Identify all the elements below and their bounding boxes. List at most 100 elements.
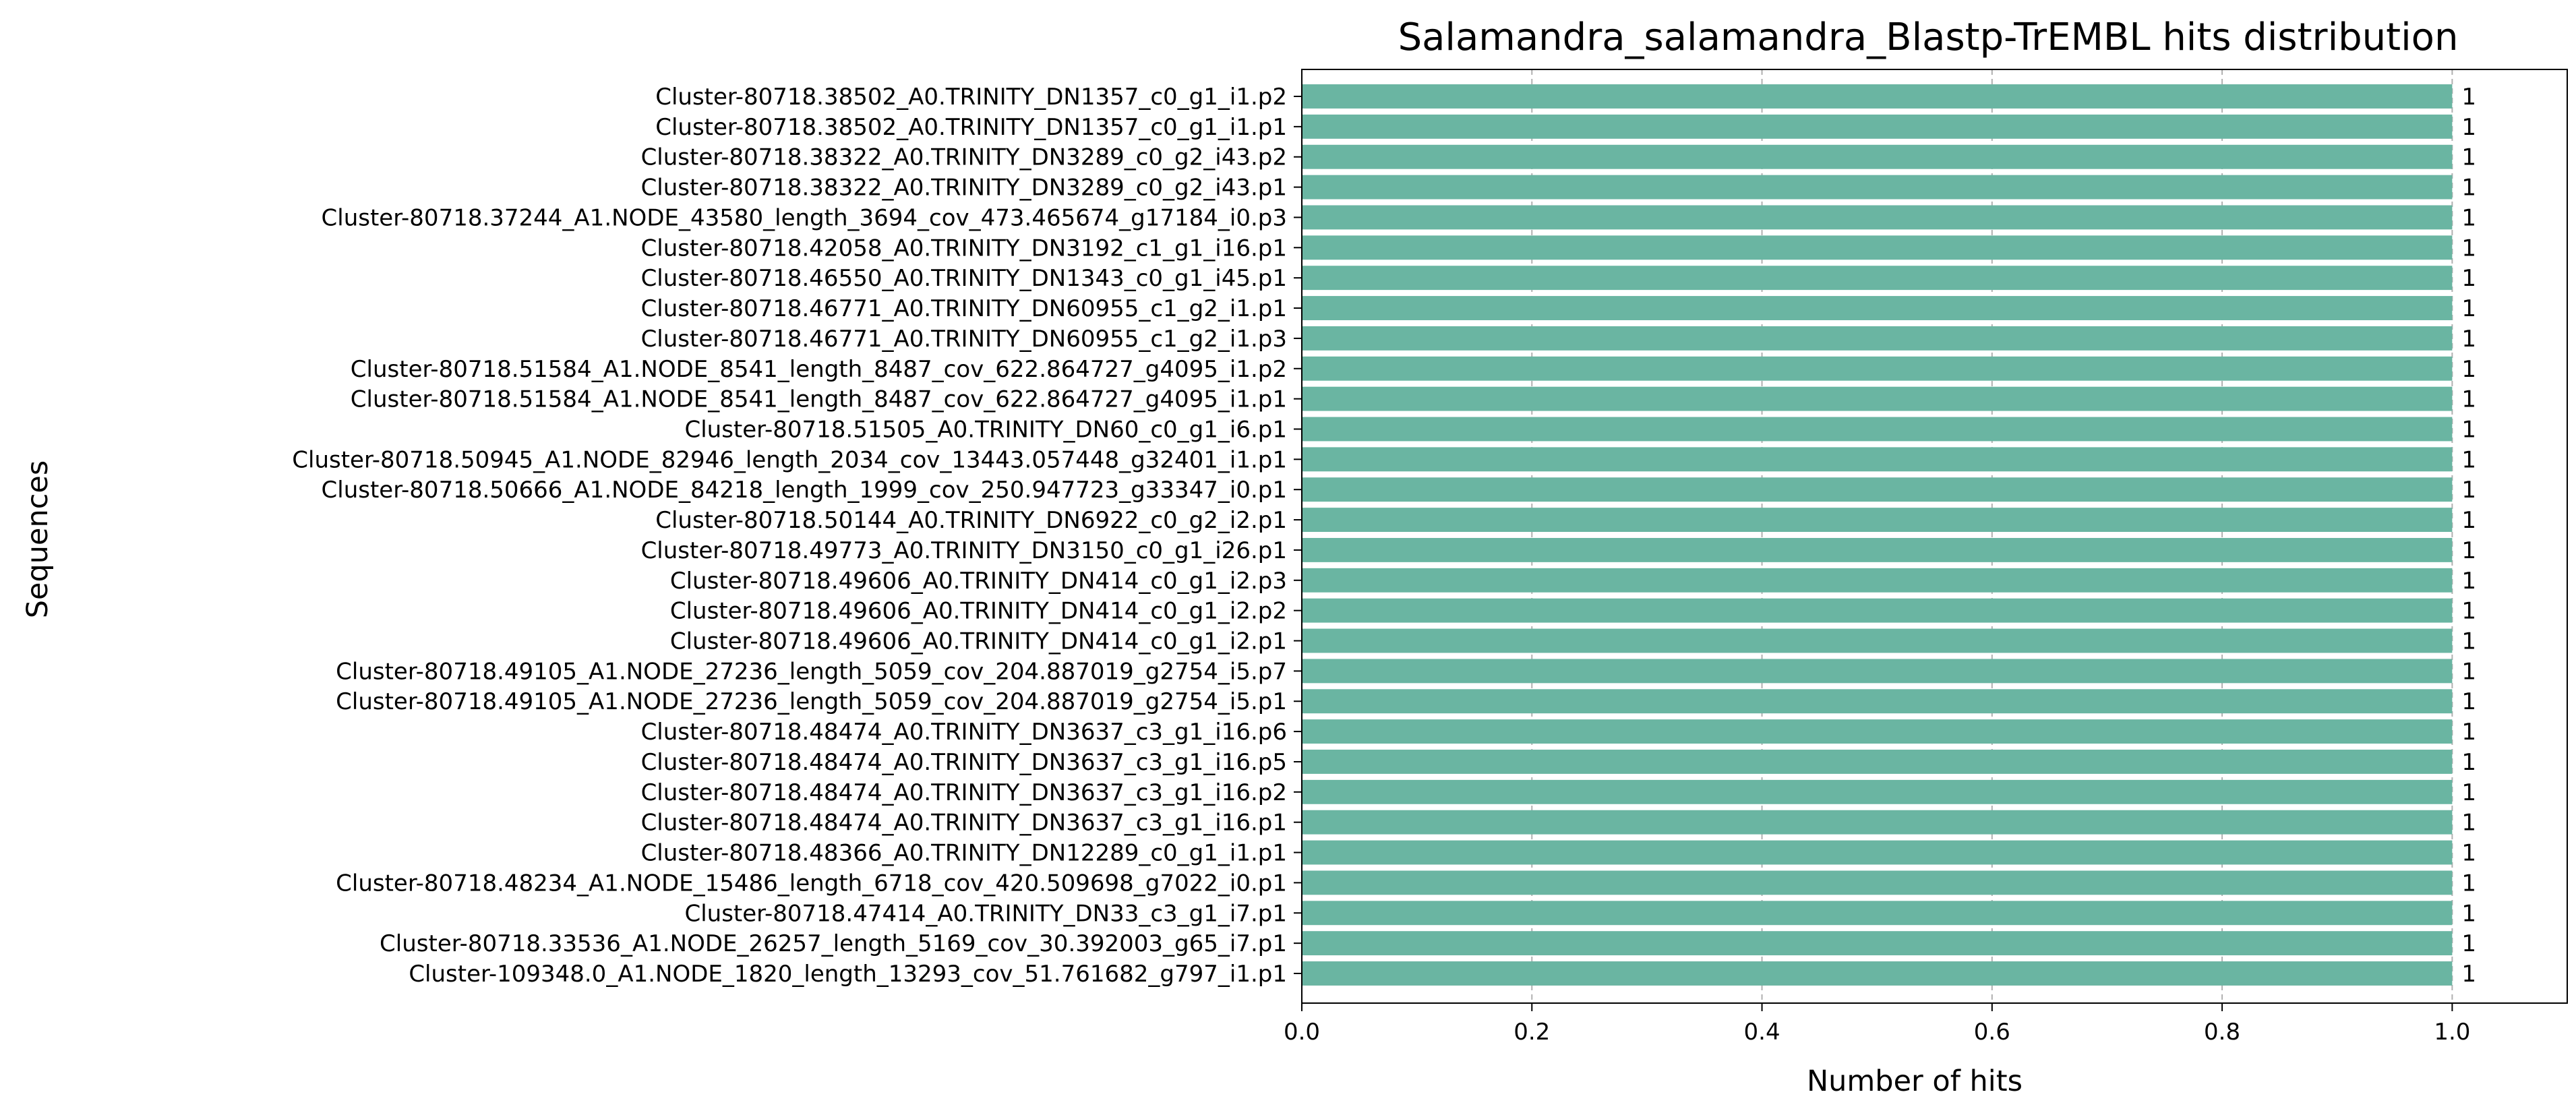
x-tick-label: 0.6 [1974,1019,2010,1046]
category-label: Cluster-80718.48474_A0.TRINITY_DN3637_c3… [641,810,1287,837]
bar [1302,750,2453,774]
bar-value-label: 1 [2461,840,2476,867]
bar-value-label: 1 [2461,870,2476,897]
bar-value-label: 1 [2461,537,2476,564]
bar-value-label: 1 [2461,961,2476,988]
bar-value-label: 1 [2461,235,2476,262]
plot-border [1301,69,2568,1004]
bar [1302,477,2453,502]
bar [1302,779,2453,804]
category-label: Cluster-80718.51584_A1.NODE_8541_length_… [351,356,1287,383]
bar [1302,296,2453,320]
bar-value-label: 1 [2461,446,2476,473]
bar-value-label: 1 [2461,568,2476,595]
bar [1302,114,2453,139]
bar-value-label: 1 [2461,688,2476,715]
x-tick-label: 0.4 [1744,1019,1780,1046]
bar-value-label: 1 [2461,749,2476,776]
bar [1302,689,2453,714]
bar [1302,568,2453,593]
category-label: Cluster-80718.50666_A1.NODE_84218_length… [322,477,1287,504]
x-tick-label: 0.0 [1284,1019,1320,1046]
category-label: Cluster-80718.49105_A1.NODE_27236_length… [336,658,1287,685]
bar-value-label: 1 [2461,386,2476,413]
bar [1302,961,2453,986]
bar [1302,840,2453,865]
category-label: Cluster-80718.47414_A0.TRINITY_DN33_c3_g… [684,900,1287,927]
bar [1302,870,2453,895]
category-label: Cluster-80718.38322_A0.TRINITY_DN3289_c0… [641,175,1287,202]
bar [1302,235,2453,260]
bar [1302,659,2453,684]
category-label: Cluster-80718.48474_A0.TRINITY_DN3637_c3… [641,749,1287,776]
bar-value-label: 1 [2461,779,2476,806]
bar [1302,810,2453,835]
category-label: Cluster-80718.33536_A1.NODE_26257_length… [380,930,1287,957]
bar [1302,175,2453,200]
bar-value-label: 1 [2461,144,2476,171]
bar [1302,719,2453,744]
bar-value-label: 1 [2461,477,2476,504]
bar [1302,901,2453,926]
bar-value-label: 1 [2461,295,2476,322]
bar [1302,931,2453,956]
bar [1302,266,2453,291]
category-label: Cluster-80718.46771_A0.TRINITY_DN60955_c… [641,295,1287,322]
category-label: Cluster-80718.49606_A0.TRINITY_DN414_c0_… [670,568,1287,595]
bar-value-label: 1 [2461,84,2476,111]
category-label: Cluster-80718.48234_A1.NODE_15486_length… [336,870,1287,897]
bars [1302,84,2453,986]
value-labels: 1 1 1 1 1 1 1 1 1 1 1 1 1 1 1 1 1 1 1 1 1 1 1 1 1 1 1 1 1 1 [2461,84,2476,988]
bar [1302,326,2453,351]
bar-value-label: 1 [2461,416,2476,443]
category-label: Cluster-80718.49606_A0.TRINITY_DN414_c0_… [670,628,1287,655]
x-axis-title: Number of hits [1807,1064,2023,1098]
category-label: Cluster-80718.49606_A0.TRINITY_DN414_c0_… [670,598,1287,625]
bar-value-label: 1 [2461,719,2476,746]
bar-value-label: 1 [2461,204,2476,231]
category-label: Cluster-80718.37244_A1.NODE_43580_length… [322,204,1287,231]
axes-frame [1294,69,2568,1004]
bar-value-label: 1 [2461,598,2476,625]
x-axis-ticks: 0.0 0.2 0.4 0.6 0.8 1.0 [1284,1003,2470,1046]
category-label: Cluster-80718.38502_A0.TRINITY_DN1357_c0… [655,114,1287,141]
category-label: Cluster-109348.0_A1.NODE_1820_length_132… [409,961,1287,988]
x-tick-label: 1.0 [2434,1019,2470,1046]
category-label: Cluster-80718.46771_A0.TRINITY_DN60955_c… [641,326,1287,353]
category-label: Cluster-80718.48474_A0.TRINITY_DN3637_c3… [641,779,1287,806]
bar-value-label: 1 [2461,175,2476,202]
bar-value-label: 1 [2461,810,2476,837]
category-label: Cluster-80718.51584_A1.NODE_8541_length_… [351,386,1287,413]
x-tick-label: 0.2 [1514,1019,1550,1046]
bar [1302,386,2453,411]
bar-value-label: 1 [2461,265,2476,292]
bar [1302,84,2453,109]
category-labels: Cluster-80718.38502_A0.TRINITY_DN1357_c0… [292,84,1287,988]
bar [1302,598,2453,623]
category-label: Cluster-80718.50945_A1.NODE_82946_length… [292,446,1287,473]
bar-value-label: 1 [2461,930,2476,957]
bar [1302,205,2453,230]
x-tick-label: 0.8 [2204,1019,2240,1046]
y-axis-title: Sequences [21,460,55,619]
bar [1302,417,2453,442]
category-label: Cluster-80718.49773_A0.TRINITY_DN3150_c0… [641,537,1287,564]
bar-value-label: 1 [2461,628,2476,655]
category-label: Cluster-80718.46550_A0.TRINITY_DN1343_c0… [641,265,1287,292]
category-label: Cluster-80718.38322_A0.TRINITY_DN3289_c0… [641,144,1287,171]
category-label: Cluster-80718.42058_A0.TRINITY_DN3192_c1… [641,235,1287,262]
bar [1302,144,2453,169]
category-label: Cluster-80718.38502_A0.TRINITY_DN1357_c0… [655,84,1287,111]
category-label: Cluster-80718.48474_A0.TRINITY_DN3637_c3… [641,719,1287,746]
bar [1302,508,2453,533]
category-label: Cluster-80718.49105_A1.NODE_27236_length… [336,688,1287,715]
category-label: Cluster-80718.50144_A0.TRINITY_DN6922_c0… [655,507,1287,534]
category-label: Cluster-80718.51505_A0.TRINITY_DN60_c0_g… [684,416,1287,443]
bar [1302,537,2453,562]
category-label: Cluster-80718.48366_A0.TRINITY_DN12289_c… [641,840,1287,867]
bar [1302,628,2453,653]
chart-title: Salamandra_salamandra_Blastp-TrEMBL hits… [1398,16,2459,59]
bar-value-label: 1 [2461,658,2476,685]
bar-value-label: 1 [2461,356,2476,383]
